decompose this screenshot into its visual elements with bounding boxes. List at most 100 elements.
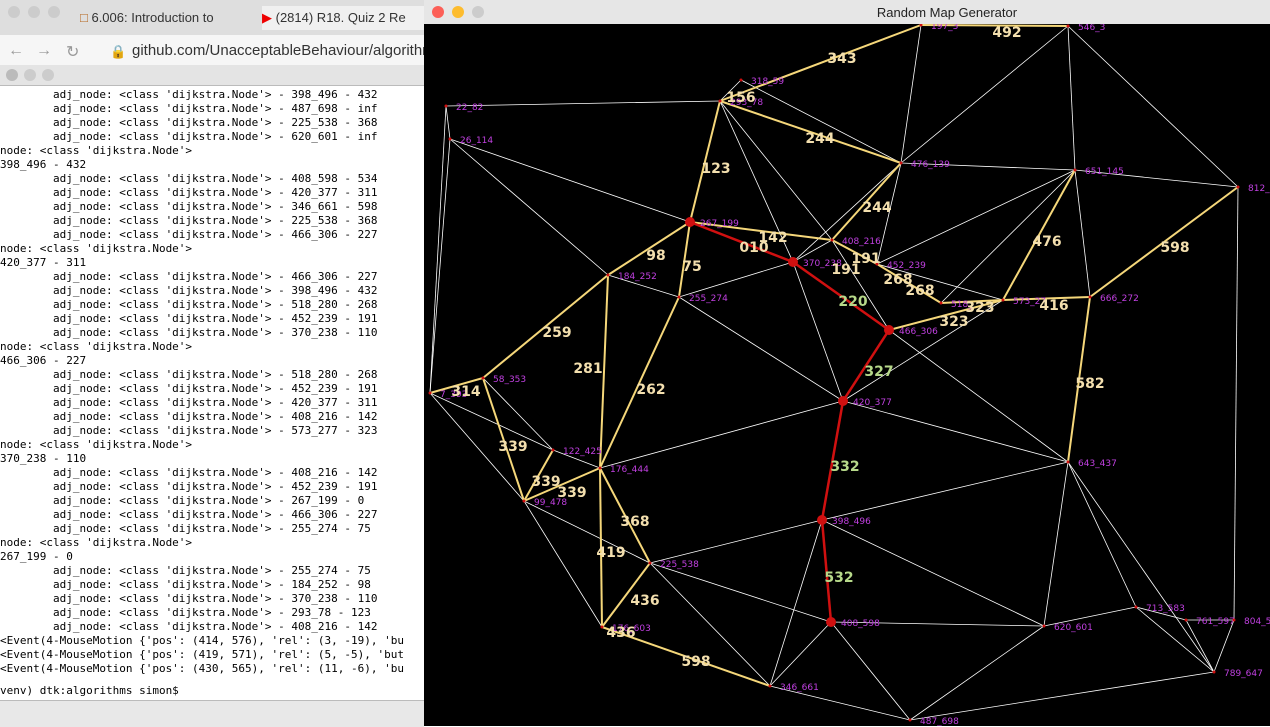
edge xyxy=(429,392,525,502)
terminal-line: 420_377 - 311 xyxy=(0,256,87,269)
terminal-line: node: <class 'dijkstra.Node'> xyxy=(0,242,193,255)
route-edge xyxy=(689,221,833,241)
terminal-line: adj_node: <class 'dijkstra.Node'> - 225_… xyxy=(0,116,378,129)
reload-button[interactable]: ↻ xyxy=(66,44,80,61)
route-edge xyxy=(482,377,525,502)
node xyxy=(598,466,602,470)
edge-weight: 142 xyxy=(758,230,787,246)
edge-weight: 220 xyxy=(838,294,867,310)
edge-weight: 010 xyxy=(739,240,768,256)
url[interactable]: github.com/UnacceptableBehaviour/algorit… xyxy=(132,42,435,59)
node xyxy=(1232,618,1236,622)
terminal-line: 267_199 - 0 xyxy=(0,550,73,563)
edge xyxy=(830,621,911,721)
route-edge xyxy=(523,467,601,502)
terminal-line: adj_node: <class 'dijkstra.Node'> - 370_… xyxy=(0,592,378,605)
node-label: 408_598 xyxy=(841,619,880,629)
terminal-line: adj_node: <class 'dijkstra.Node'> - 408_… xyxy=(0,410,378,423)
node xyxy=(830,238,834,242)
node-label: 370_238 xyxy=(803,259,842,269)
canvas-bg xyxy=(424,24,1270,726)
browser-tabs: □ 6.006: Introduction to ▶ (2814) R18. Q… xyxy=(0,0,424,36)
route-edge xyxy=(1002,296,1091,301)
node-label: 643_437 xyxy=(1078,459,1117,469)
edge-weight: 268 xyxy=(883,272,912,288)
terminal-line: adj_node: <class 'dijkstra.Node'> - 573_… xyxy=(0,424,378,437)
edge-weight: 323 xyxy=(965,300,994,316)
terminal-line: node: <class 'dijkstra.Node'> xyxy=(0,536,193,549)
edge xyxy=(445,100,721,107)
edge-weight: 75 xyxy=(682,259,701,275)
edge-weight: 262 xyxy=(636,382,665,398)
forward-button[interactable]: → xyxy=(36,42,52,59)
edge xyxy=(909,671,1215,721)
minimize-button[interactable] xyxy=(452,6,464,18)
terminal-line: adj_node: <class 'dijkstra.Node'> - 518_… xyxy=(0,368,378,381)
route-edge xyxy=(1002,169,1076,301)
node xyxy=(551,448,555,452)
edge xyxy=(1067,25,1239,188)
terminal-line: adj_node: <class 'dijkstra.Node'> - 452_… xyxy=(0,382,378,395)
edge xyxy=(429,392,554,451)
tab[interactable]: □ 6.006: Introduction to xyxy=(80,10,214,25)
edge xyxy=(1043,461,1069,627)
edge xyxy=(900,162,1076,171)
edge xyxy=(719,100,833,241)
route-edge xyxy=(599,274,609,469)
edge-weight: 343 xyxy=(827,51,856,67)
edge-weight: 281 xyxy=(573,361,602,377)
zoom-button[interactable] xyxy=(472,6,484,18)
edge-weight: 156 xyxy=(726,90,755,106)
node xyxy=(768,684,772,688)
edge xyxy=(429,138,451,394)
node xyxy=(1001,298,1005,302)
window-dot[interactable] xyxy=(48,6,60,18)
terminal-line: adj_node: <class 'dijkstra.Node'> - 452_… xyxy=(0,480,378,493)
window-dot[interactable] xyxy=(24,69,36,81)
route-edge xyxy=(876,263,942,304)
edge xyxy=(449,138,691,223)
edge xyxy=(900,25,1069,164)
terminal-line: adj_node: <class 'dijkstra.Node'> - 420_… xyxy=(0,186,378,199)
window-dot[interactable] xyxy=(8,6,20,18)
edge xyxy=(1074,169,1239,188)
node-label: 487_698 xyxy=(920,717,959,726)
node xyxy=(1042,624,1046,628)
node xyxy=(1066,460,1070,464)
node-label: 666_272 xyxy=(1100,294,1139,304)
edge-weight: 419 xyxy=(596,545,625,561)
node-label: 176_444 xyxy=(610,465,649,475)
edge xyxy=(719,79,742,102)
edge-weight: 327 xyxy=(864,364,893,380)
tab[interactable]: ▶ (2814) R18. Quiz 2 Re xyxy=(262,6,424,30)
route-edge xyxy=(1067,296,1091,463)
window-dot[interactable] xyxy=(42,69,54,81)
path-edge xyxy=(841,329,891,402)
node xyxy=(908,718,912,722)
node-label: 255_274 xyxy=(689,294,728,304)
terminal-line: adj_node: <class 'dijkstra.Node'> - 518_… xyxy=(0,298,378,311)
route-edge xyxy=(523,449,554,502)
node-label: 22_82 xyxy=(456,103,483,113)
window-dot[interactable] xyxy=(6,69,18,81)
node xyxy=(481,376,485,380)
edge xyxy=(649,562,771,687)
edge xyxy=(888,329,1069,463)
edge xyxy=(523,500,603,628)
terminal-line: adj_node: <class 'dijkstra.Node'> - 466_… xyxy=(0,508,378,521)
edge xyxy=(876,263,1004,301)
terminal-line: <Event(4-MouseMotion {'pos': (419, 571),… xyxy=(0,648,404,661)
terminal-line: adj_node: <class 'dijkstra.Node'> - 408_… xyxy=(0,172,378,185)
node xyxy=(884,325,894,335)
window-dot[interactable] xyxy=(28,6,40,18)
route-edge xyxy=(599,467,651,564)
edge xyxy=(1067,461,1215,673)
route-edge xyxy=(599,467,603,628)
edge xyxy=(1233,186,1239,621)
node-label: 99_478 xyxy=(534,498,567,508)
edge xyxy=(831,239,890,331)
edge xyxy=(678,261,794,298)
close-button[interactable] xyxy=(432,6,444,18)
back-button[interactable]: ← xyxy=(8,42,24,59)
